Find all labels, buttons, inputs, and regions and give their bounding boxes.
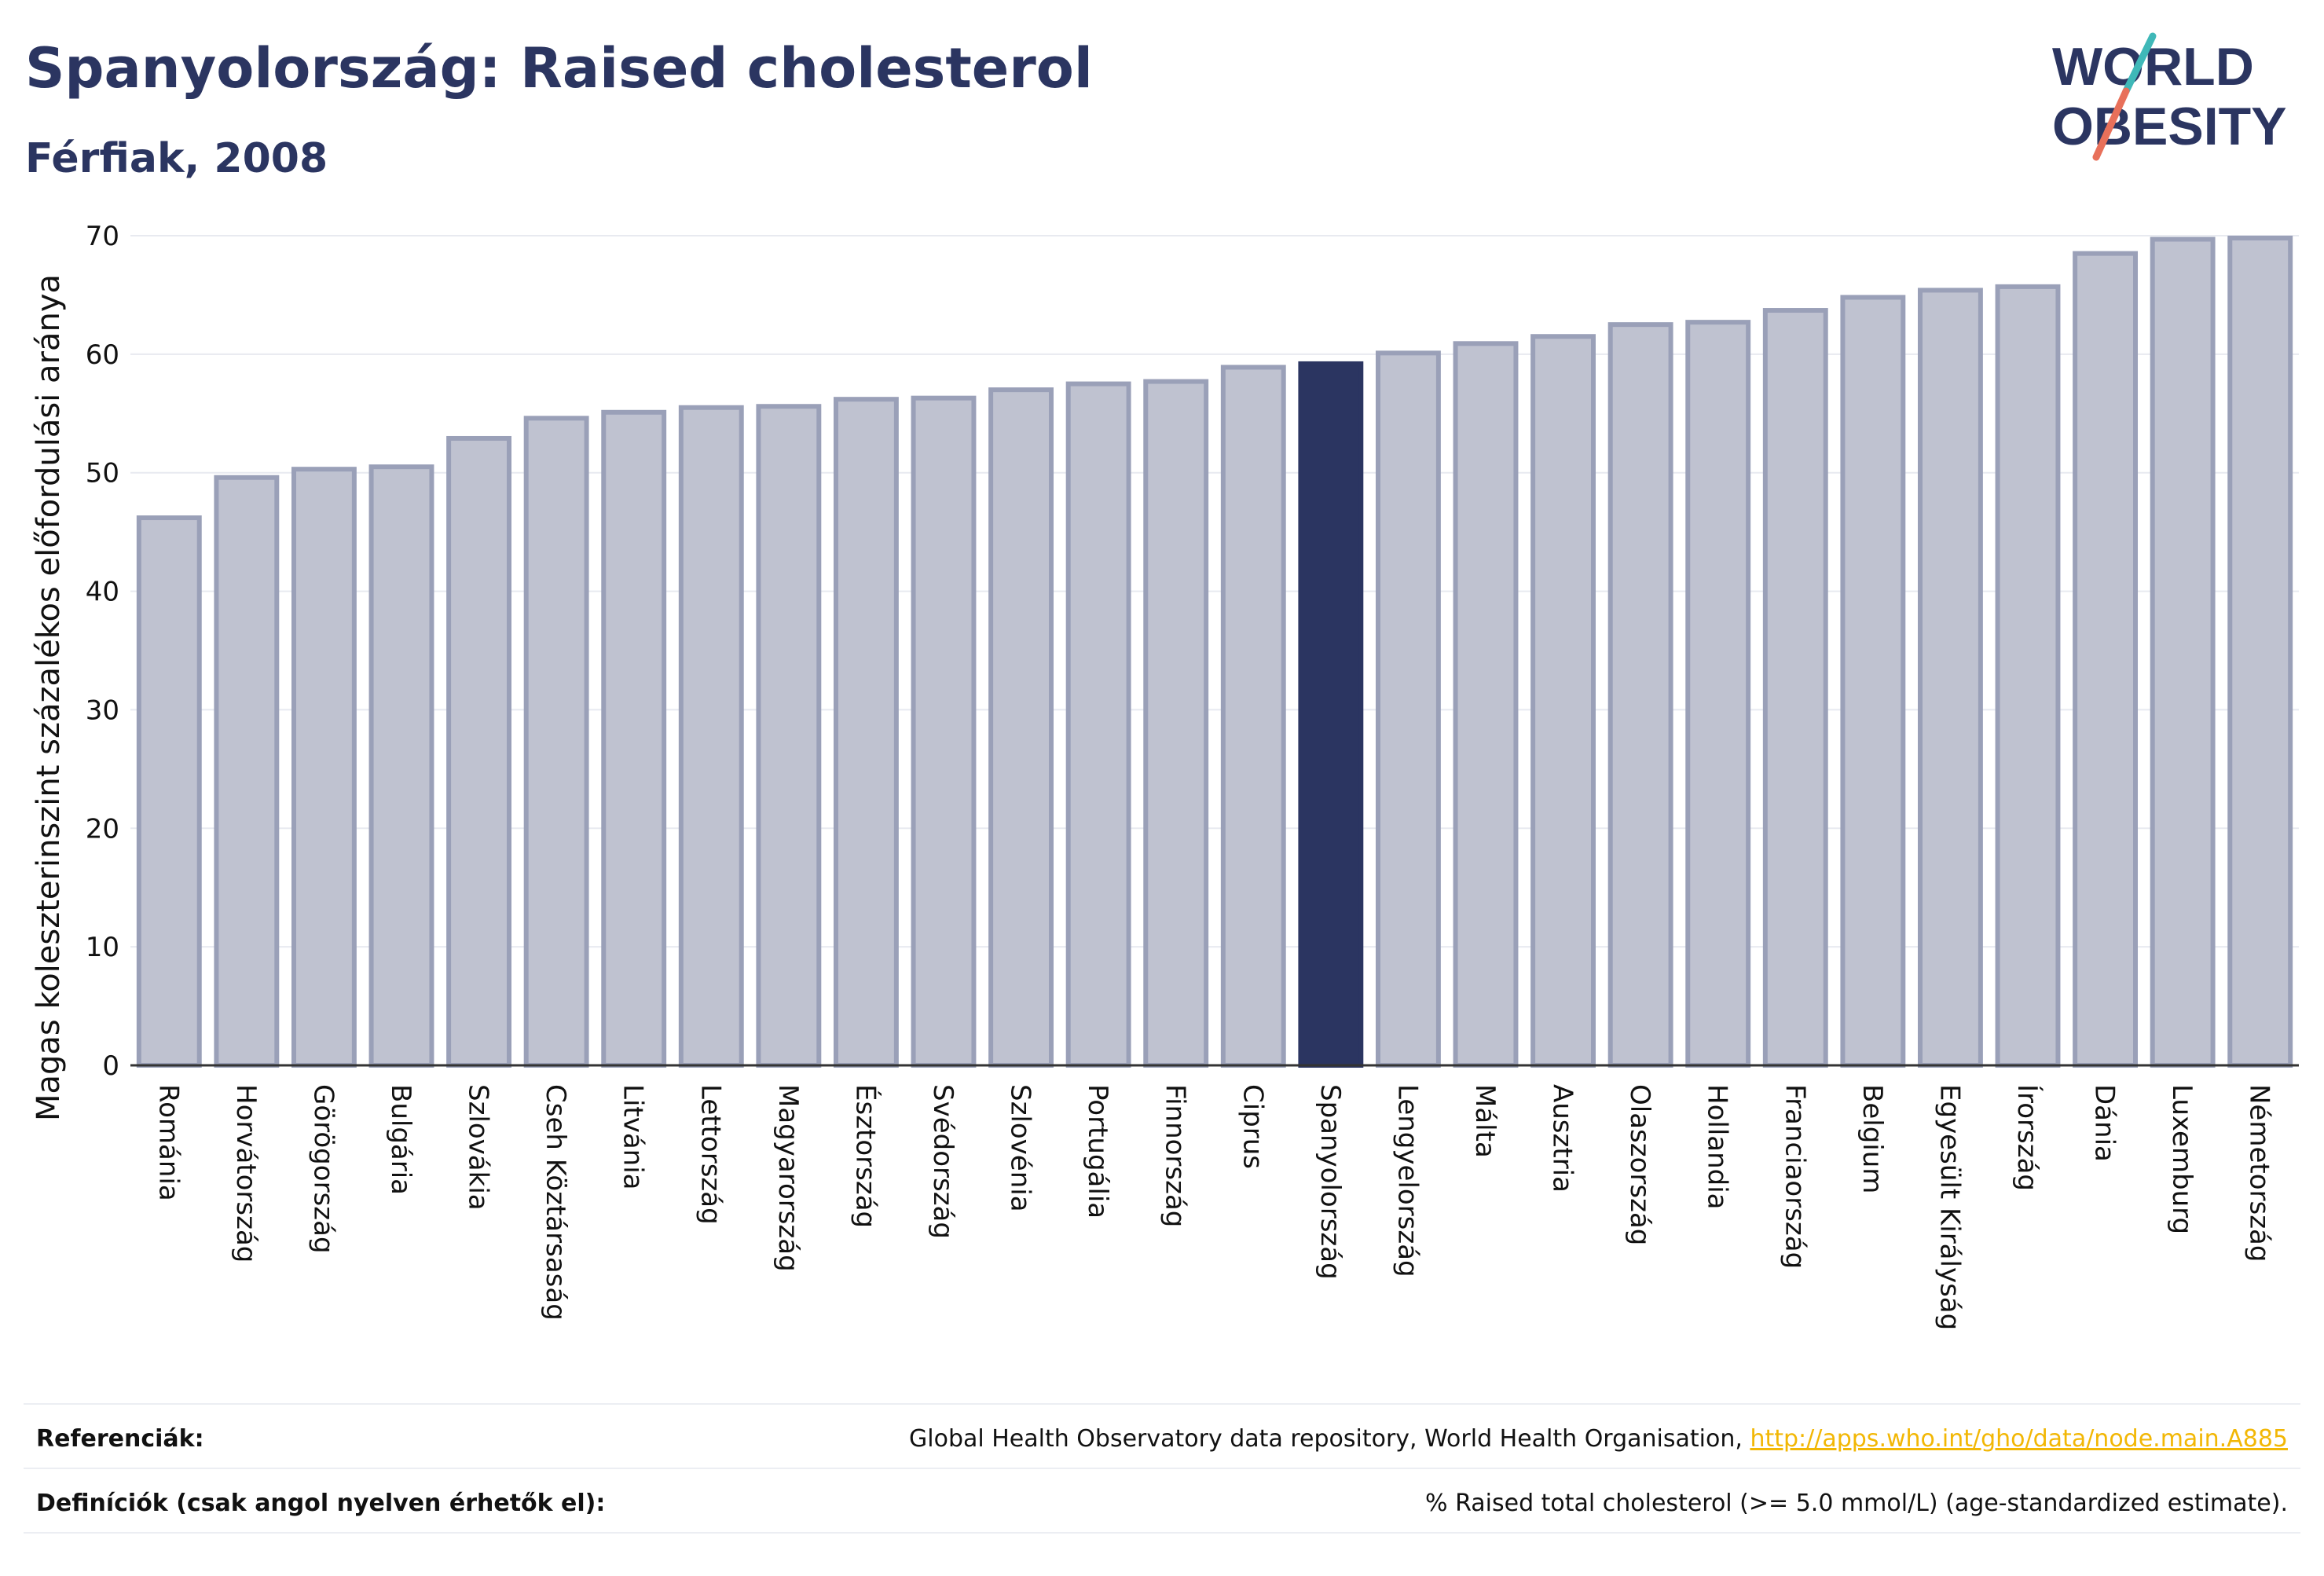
references-link[interactable]: http://apps.who.int/gho/data/node.main.A… [1750,1425,2288,1453]
x-tick-label: Luxemburg [2166,1084,2198,1234]
bar [368,464,434,1068]
bar [136,515,202,1068]
bar [1453,341,1519,1068]
bar [601,409,667,1068]
x-tick-label: Románia [152,1084,184,1201]
y-tick-label: 20 [86,813,119,845]
y-tick-label: 70 [86,221,119,252]
bar [1143,379,1209,1068]
bar [1840,295,1906,1068]
bar [1762,308,1828,1068]
references-label: Referenciák: [36,1425,204,1453]
x-tick-label: Szlovákia [463,1084,494,1211]
logo-line1: WORLD [2052,37,2254,97]
bar [1995,284,2061,1068]
x-tick-label: Németország [2244,1084,2275,1262]
bar [1375,350,1441,1068]
y-tick-label: 60 [86,339,119,371]
x-tick-label: Észtország [849,1084,882,1228]
x-tick-label: Ausztria [1547,1084,1578,1193]
logo-slash-top [2122,32,2157,95]
x-tick-label: Lengyelország [1391,1084,1423,1277]
x-tick-label: Ciprus [1237,1084,1268,1169]
page-subtitle: Férfiak, 2008 [25,135,328,182]
x-tick-label: Finnország [1160,1084,1191,1227]
bar [2150,236,2216,1068]
x-tick-label: Spanyolország [1314,1084,1346,1280]
y-tick-label: 30 [86,695,119,726]
bar [2227,236,2293,1068]
x-tick-label: Írország [2011,1084,2044,1191]
x-tick-label: Szlovénia [1005,1084,1036,1212]
footer-divider-top [24,1403,2300,1405]
x-tick-labels: Románia Horvátország Görögország Bulgária Sz… [152,1084,2275,1330]
x-tick-label: Portugália [1082,1084,1113,1219]
x-tick-label: Cseh Köztársaság [540,1084,571,1321]
y-tick-label: 40 [86,577,119,608]
bar [833,397,899,1068]
x-tick-label: Magyarország [772,1084,804,1272]
y-tick-labels: 0 10 20 30 40 50 60 70 [86,221,119,1082]
x-tick-label: Lettország [695,1084,726,1225]
references-text: Global Health Observatory data repositor… [909,1425,1750,1453]
bar [988,387,1054,1068]
logo-slash-bottom [2092,87,2130,161]
bar [1220,365,1286,1068]
bar [2073,251,2139,1068]
logo-line2: OBESITY [2052,97,2287,156]
bar [1607,322,1673,1068]
page-title: Spanyolország: Raised cholesterol [25,36,1093,101]
bar [446,435,512,1068]
world-obesity-logo: WORLD OBESITY [2052,32,2287,161]
bar [1065,381,1131,1068]
bars [136,236,2293,1068]
bar-chart: 0 10 20 30 40 50 60 70 Románia Horvátország Görög… [86,221,2299,1330]
x-tick-label: Málta [1469,1084,1501,1158]
y-tick-label: 10 [86,932,119,963]
y-tick-label: 50 [86,458,119,489]
definitions-value: % Raised total cholesterol (>= 5.0 mmol/… [1425,1490,2288,1517]
bar [523,416,589,1068]
x-tick-label: Svédország [927,1084,959,1239]
bar [678,405,744,1068]
bar [1298,361,1364,1068]
definitions-label: Definíciók (csak angol nyelven érhetők e… [36,1490,606,1517]
x-tick-label: Dánia [2089,1084,2121,1162]
bar [1530,334,1596,1068]
x-tick-label: Egyesült Királyság [1934,1084,1965,1330]
bar [1685,320,1751,1068]
references-value: Global Health Observatory data repositor… [909,1425,2288,1453]
bar [911,395,977,1068]
x-tick-label: Franciaország [1779,1084,1810,1269]
y-tick-label: 0 [102,1050,119,1082]
x-tick-label: Görögország [307,1084,339,1254]
footer-divider-middle [24,1468,2300,1469]
x-tick-label: Litvánia [618,1084,649,1190]
bar [291,467,357,1068]
x-tick-label: Bulgária [385,1084,416,1195]
x-tick-label: Olaszország [1624,1084,1655,1245]
bar [214,475,280,1068]
bar [1917,288,1983,1068]
x-tick-label: Belgium [1857,1084,1888,1193]
footer-divider-bottom [24,1532,2300,1534]
x-tick-label: Hollandia [1702,1084,1733,1210]
bar [756,404,822,1068]
x-tick-label: Horvátország [230,1084,262,1263]
